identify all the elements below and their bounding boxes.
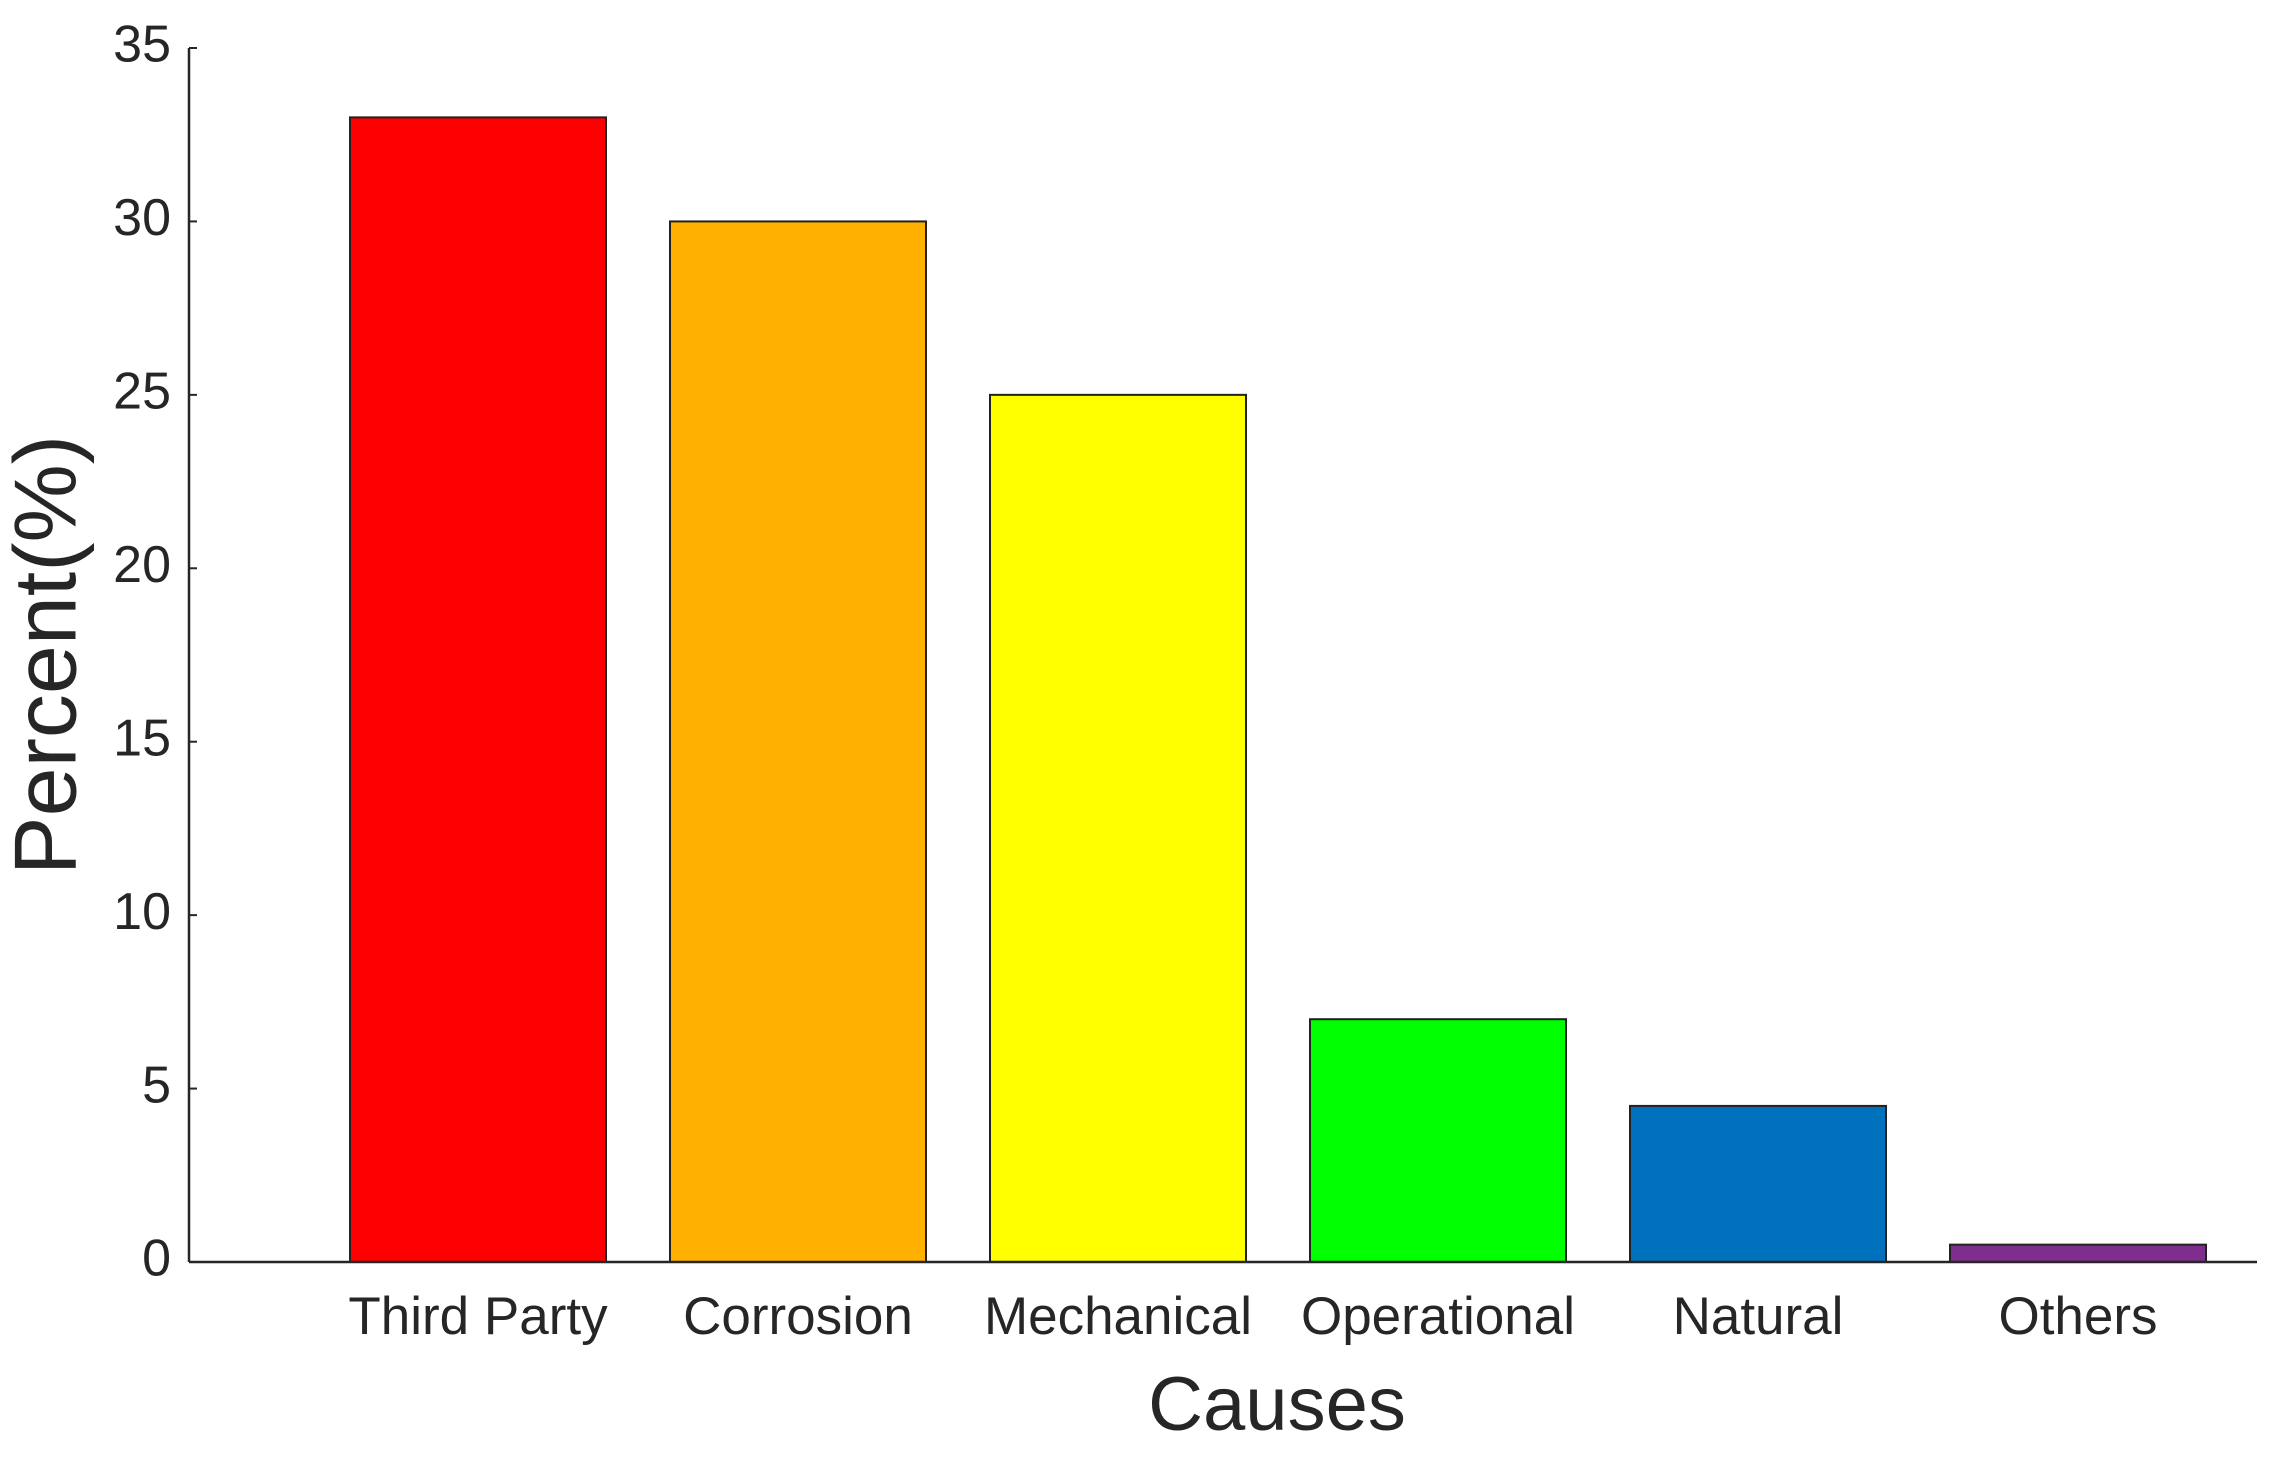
y-tick-label: 20	[113, 536, 171, 594]
y-axis-label: Percent(%)	[0, 435, 94, 875]
y-tick-label: 5	[142, 1056, 171, 1114]
bar	[1309, 1018, 1567, 1264]
x-tick-label: Natural	[1673, 1287, 1844, 1346]
y-tick-label: 25	[113, 363, 171, 421]
y-tick-label: 35	[113, 16, 171, 74]
bar	[669, 220, 927, 1263]
y-tick-label: 30	[113, 189, 171, 247]
bar	[989, 393, 1247, 1264]
bar	[1629, 1104, 1887, 1264]
y-tick-label: 10	[113, 883, 171, 941]
x-axis-label: Causes	[1148, 1362, 1406, 1447]
bar	[1949, 1243, 2207, 1263]
x-tick-label: Operational	[1301, 1287, 1575, 1346]
bar	[349, 116, 607, 1263]
y-tick-label: 15	[113, 709, 171, 767]
x-tick-label: Others	[1998, 1287, 2157, 1346]
x-tick-label: Third Party	[348, 1287, 608, 1346]
x-tick-label: Mechanical	[984, 1287, 1252, 1346]
x-tick-label: Corrosion	[683, 1287, 913, 1346]
y-tick-label: 0	[142, 1230, 171, 1288]
